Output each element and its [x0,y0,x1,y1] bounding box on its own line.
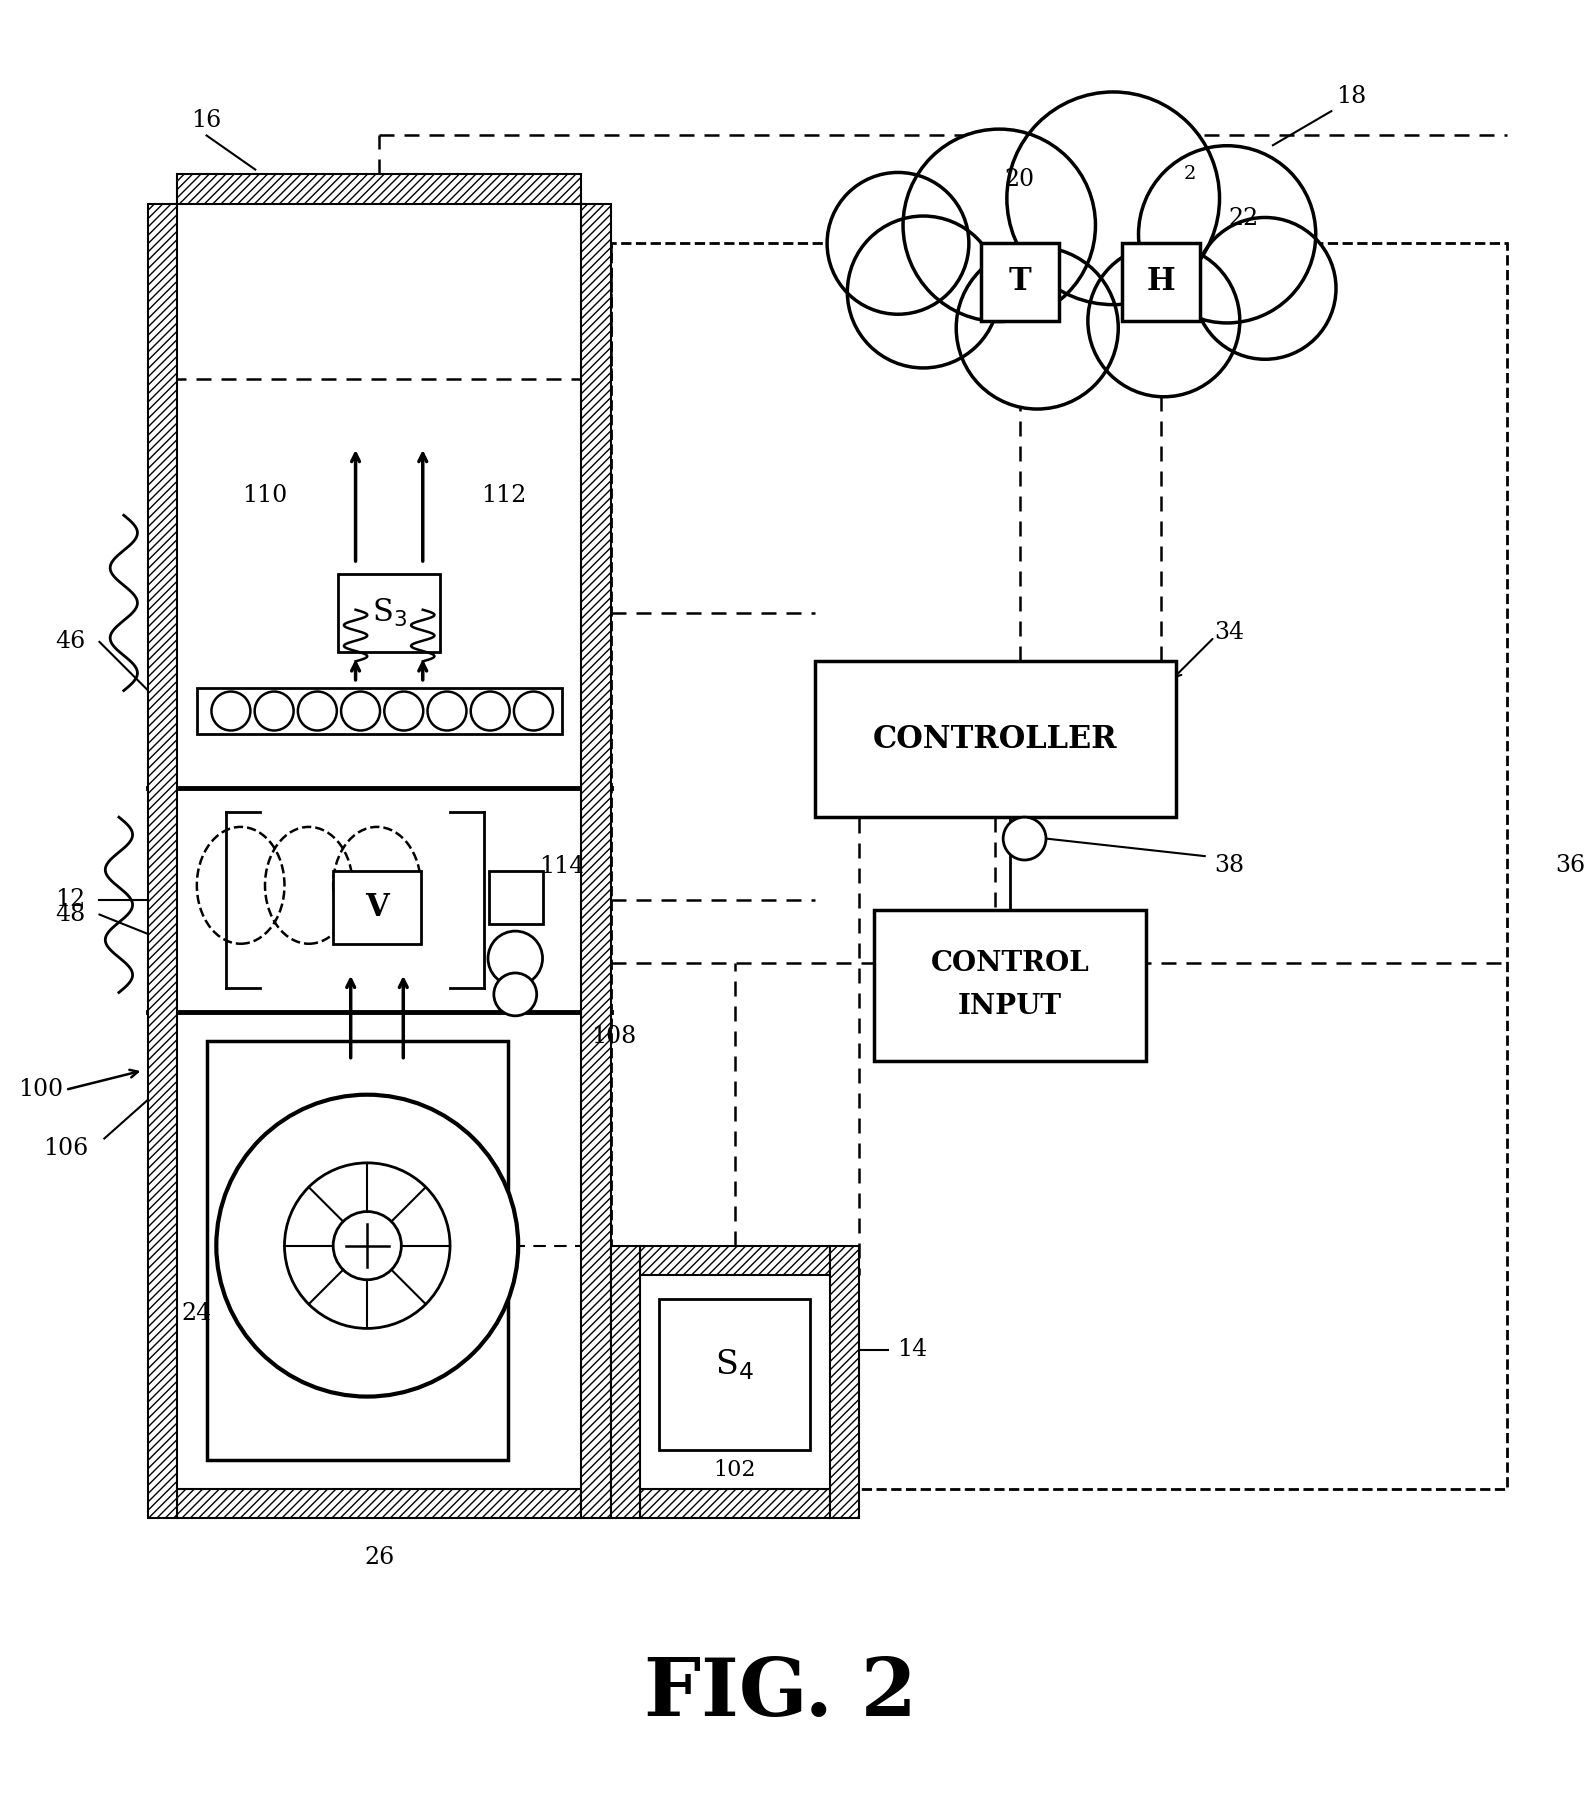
Text: 20: 20 [1005,167,1035,190]
Circle shape [1007,92,1220,305]
Circle shape [515,691,553,731]
Circle shape [299,691,337,731]
Bar [148,203,178,1519]
Text: 100: 100 [19,1079,64,1102]
Text: 46: 46 [56,630,86,653]
Text: 38: 38 [1213,854,1243,878]
Text: FIG. 2: FIG. 2 [643,1655,916,1732]
Bar [1123,242,1201,321]
Circle shape [956,248,1118,409]
Bar [333,871,421,944]
Text: V: V [365,892,389,923]
Circle shape [341,691,380,731]
Circle shape [284,1163,449,1328]
Bar [831,1246,859,1519]
Circle shape [488,932,543,985]
Text: 106: 106 [43,1136,87,1160]
Bar [338,574,440,652]
Text: 110: 110 [243,485,287,508]
Bar [659,1300,810,1450]
Circle shape [494,973,537,1016]
Circle shape [1088,244,1240,397]
Circle shape [427,691,467,731]
Text: 14: 14 [897,1339,927,1361]
Circle shape [216,1095,518,1397]
Circle shape [211,691,251,731]
Text: S$_4$: S$_4$ [716,1348,754,1382]
Circle shape [254,691,294,731]
Bar [640,1490,831,1519]
Circle shape [904,129,1096,321]
Bar [197,687,562,734]
Text: 112: 112 [481,485,526,508]
Bar [206,1041,508,1459]
Text: CONTROL: CONTROL [931,950,1089,976]
Circle shape [1139,145,1316,323]
Text: 102: 102 [713,1459,756,1481]
Bar [489,871,543,924]
Text: 12: 12 [56,889,86,912]
Text: S$_3$: S$_3$ [372,596,407,628]
Text: 18: 18 [1336,84,1366,108]
Text: 22: 22 [1229,206,1259,230]
Bar [873,910,1147,1061]
Bar [815,661,1175,817]
Bar [611,242,1507,1490]
Text: CONTROLLER: CONTROLLER [873,723,1118,754]
Text: 26: 26 [364,1545,394,1569]
Text: H: H [1147,266,1175,296]
Text: T: T [1008,266,1031,296]
Text: 24: 24 [181,1303,211,1325]
Text: 34: 34 [1213,621,1243,644]
Circle shape [470,691,510,731]
Circle shape [827,172,969,314]
Circle shape [1194,217,1336,359]
Text: INPUT: INPUT [958,993,1062,1020]
Text: 16: 16 [192,109,222,133]
Text: 48: 48 [56,903,86,926]
Bar [178,174,581,203]
Bar [611,1246,640,1519]
Text: 2: 2 [1185,165,1196,183]
Bar [640,1246,831,1274]
Circle shape [384,691,424,731]
Text: 114: 114 [540,854,584,878]
Circle shape [848,215,999,368]
Text: 108: 108 [591,1025,637,1048]
Bar [581,203,611,1519]
Circle shape [1004,817,1046,860]
Bar [640,1274,831,1490]
Bar [178,1490,581,1519]
Circle shape [333,1212,402,1280]
Bar [981,242,1059,321]
Bar [178,203,581,1490]
Text: 36: 36 [1555,854,1585,878]
